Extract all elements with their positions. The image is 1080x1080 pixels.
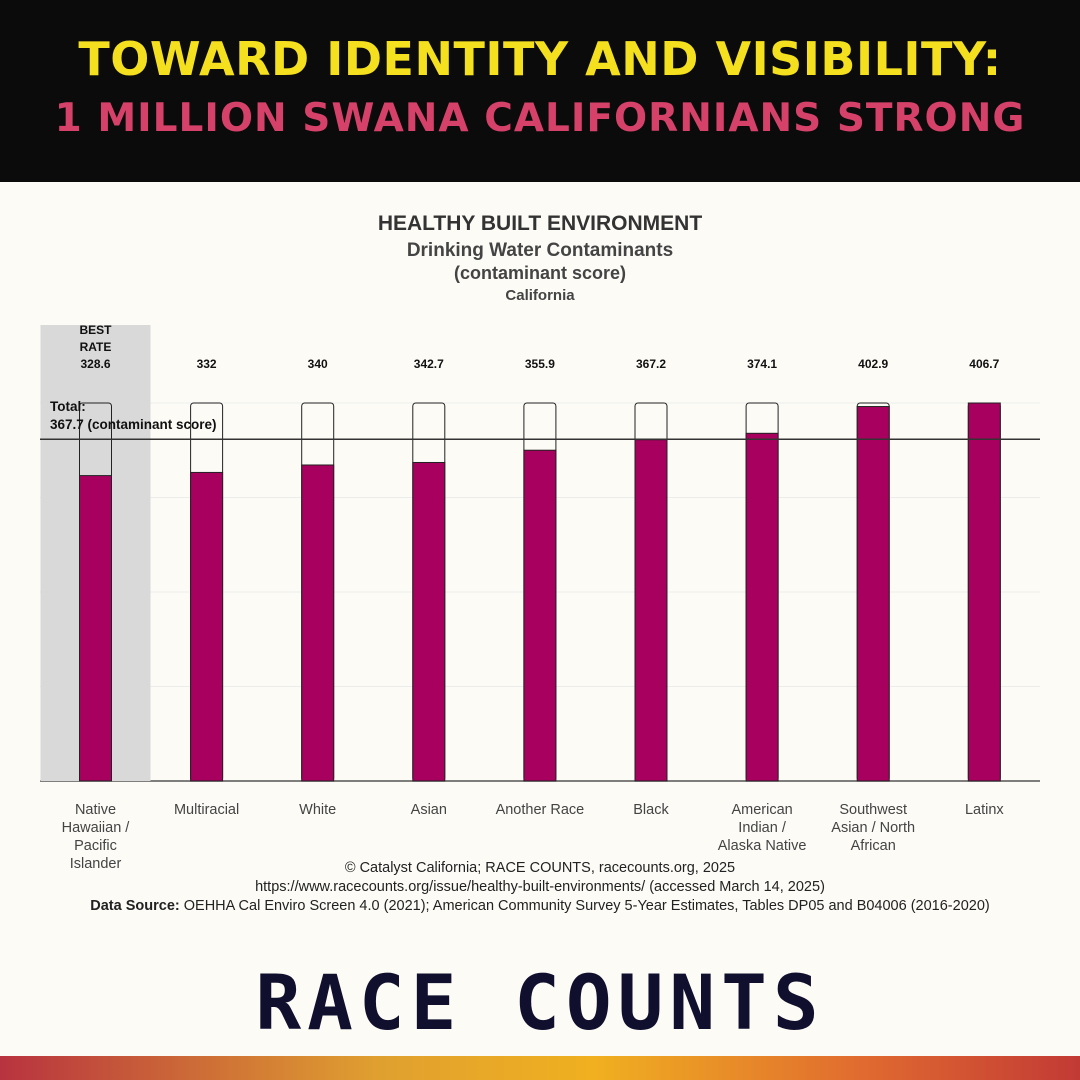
total-label: Total: bbox=[50, 399, 86, 414]
category-label: Indian / bbox=[738, 820, 787, 836]
value-label: 328.6 bbox=[80, 357, 110, 371]
race-counts-logo: RACE COUNTS bbox=[255, 958, 825, 1047]
bar-chart: BEST RATE 328.6 Native Hawaiian / Pacific Isla… bbox=[40, 212, 1040, 872]
value-label: 340 bbox=[308, 357, 328, 371]
category-label: White bbox=[299, 802, 336, 818]
category-label: Multiracial bbox=[174, 802, 239, 818]
bar bbox=[190, 471, 224, 782]
category-label: Asian / North bbox=[831, 820, 915, 836]
source-url: https://www.racecounts.org/issue/healthy… bbox=[255, 879, 825, 895]
category-label: American bbox=[731, 802, 792, 818]
bar bbox=[412, 461, 446, 782]
chart-title: HEALTHY BUILT ENVIRONMENT bbox=[378, 212, 703, 235]
chart-subtitle: Drinking Water Contaminants bbox=[407, 240, 673, 261]
category-label: Islander bbox=[70, 856, 122, 872]
category-label: Another Race bbox=[496, 802, 585, 818]
chart-geography: California bbox=[505, 287, 575, 304]
total-label: 367.7 (contaminant score) bbox=[50, 417, 217, 432]
category-label: Southwest bbox=[839, 802, 907, 818]
header-banner: TOWARD IDENTITY AND VISIBILITY: 1 MILLIO… bbox=[0, 0, 1080, 182]
category-label: Asian bbox=[411, 802, 447, 818]
category-label: Native bbox=[75, 802, 116, 818]
bar bbox=[301, 464, 335, 782]
bar bbox=[745, 432, 779, 782]
best-rate-label: RATE bbox=[80, 340, 112, 354]
copyright-note: © Catalyst California; RACE COUNTS, race… bbox=[344, 860, 736, 876]
bar bbox=[856, 406, 890, 782]
value-label: 367.2 bbox=[636, 357, 666, 371]
gradient-footer-strip bbox=[0, 1056, 1080, 1080]
bar bbox=[634, 439, 668, 782]
bar bbox=[967, 402, 1001, 782]
value-label: 332 bbox=[197, 357, 217, 371]
bar bbox=[79, 475, 112, 782]
banner-subheadline: 1 MILLION SWANA CALIFORNIANS STRONG bbox=[54, 96, 1026, 141]
value-label: 374.1 bbox=[747, 357, 777, 371]
best-rate-label: BEST bbox=[79, 323, 112, 337]
data-source-text: OEHHA Cal Enviro Screen 4.0 (2021); Amer… bbox=[179, 898, 990, 914]
category-label: Black bbox=[633, 802, 669, 818]
category-label: Hawaiian / bbox=[62, 820, 131, 836]
data-source-label: Data Source: bbox=[90, 898, 180, 914]
value-label: 342.7 bbox=[414, 357, 444, 371]
bar bbox=[523, 449, 557, 782]
category-label: Alaska Native bbox=[718, 838, 807, 854]
category-label: Latinx bbox=[965, 802, 1004, 818]
category-label: Pacific bbox=[74, 838, 117, 854]
chart-unit-label: (contaminant score) bbox=[454, 263, 626, 283]
value-label: 406.7 bbox=[969, 357, 999, 371]
data-source-note: Data Source: OEHHA Cal Enviro Screen 4.0… bbox=[0, 898, 1080, 914]
value-label: 355.9 bbox=[525, 357, 555, 371]
banner-headline: TOWARD IDENTITY AND VISIBILITY: bbox=[78, 32, 1002, 86]
value-label: 402.9 bbox=[858, 357, 888, 371]
category-label: African bbox=[851, 838, 896, 854]
